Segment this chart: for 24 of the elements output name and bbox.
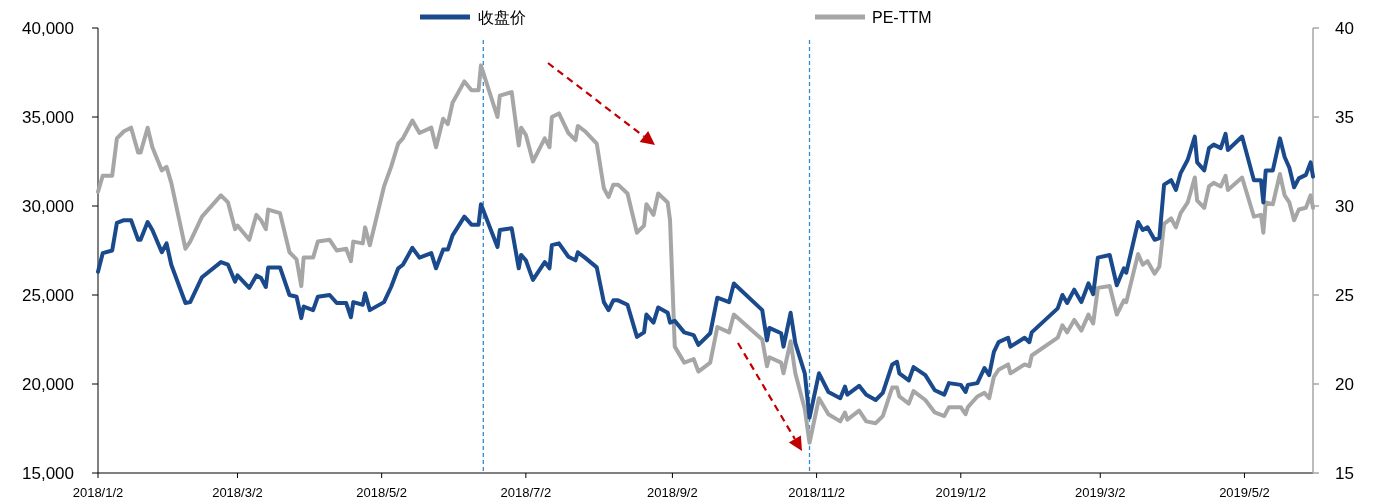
y-tick-label: 25,000	[22, 286, 74, 305]
x-tick-label: 2019/5/2	[1219, 485, 1270, 500]
legend-label: PE-TTM	[872, 9, 932, 26]
y2-tick-label: 15	[1335, 464, 1354, 483]
x-tick-label: 2018/1/2	[72, 485, 124, 500]
x-tick-label: 2018/11/2	[788, 485, 846, 500]
x-tick-label: 2018/3/2	[212, 485, 263, 500]
x-tick-label: 2018/9/2	[647, 485, 698, 500]
x-tick-label: 2019/1/2	[935, 485, 987, 500]
x-tick-label: 2018/5/2	[356, 485, 407, 500]
y2-tick-label: 30	[1335, 197, 1354, 216]
line-series	[96, 131, 1315, 420]
y2-tick-label: 35	[1335, 108, 1354, 127]
y2-tick-label: 20	[1335, 375, 1354, 394]
y-tick-label: 20,000	[22, 375, 74, 394]
y2-tick-label: 25	[1335, 286, 1354, 305]
y-tick-label: 30,000	[22, 197, 74, 216]
y-tick-label: 15,000	[22, 464, 74, 483]
y2-tick-label: 40	[1335, 19, 1354, 38]
x-tick-label: 2019/3/2	[1074, 485, 1126, 500]
y-tick-label: 35,000	[22, 108, 74, 127]
legend-label: 收盘价	[478, 9, 526, 26]
x-tick-label: 2018/7/2	[500, 485, 552, 500]
y-tick-label: 40,000	[22, 19, 74, 38]
